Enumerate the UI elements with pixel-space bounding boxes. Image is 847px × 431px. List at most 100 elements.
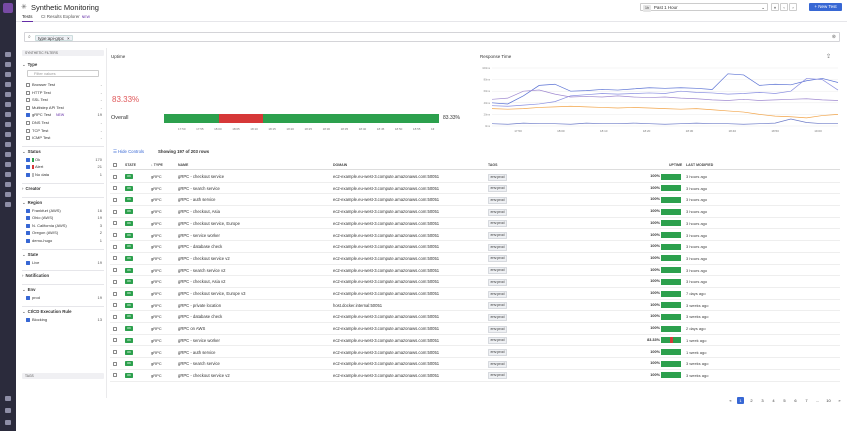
- uptime-mini-bar[interactable]: [661, 220, 681, 227]
- team-icon[interactable]: [5, 408, 11, 413]
- row-checkbox[interactable]: [113, 373, 117, 378]
- row-checkbox[interactable]: [113, 256, 117, 261]
- facet-item[interactable]: Alert 21: [26, 164, 104, 170]
- uptime-mini-bar[interactable]: [661, 232, 681, 238]
- facet-item[interactable]: Ok 170: [26, 157, 104, 163]
- table-row[interactable]: OK gRPC gRPC - search service ec2-example.e…: [110, 358, 840, 370]
- next-page-button[interactable]: »: [838, 398, 841, 403]
- table-row[interactable]: OK gRPC gRPC - search service v2 ec2-exampl…: [110, 265, 840, 277]
- row-checkbox[interactable]: [113, 209, 117, 214]
- page-10[interactable]: 10: [826, 398, 831, 403]
- row-checkbox[interactable]: [113, 291, 117, 296]
- test-name[interactable]: gRPC - auth service: [178, 349, 216, 355]
- tag-chip[interactable]: env:prod: [488, 313, 507, 321]
- table-row[interactable]: OK gRPC gRPC - database check ec2-example.e…: [110, 311, 840, 324]
- export-icon[interactable]: ⇪: [826, 54, 832, 60]
- uptime-mini-bar[interactable]: [661, 302, 681, 309]
- facet-item[interactable]: HTTP Test -: [26, 90, 104, 96]
- facet-checkbox[interactable]: [26, 83, 30, 87]
- facet-checkbox[interactable]: [26, 105, 30, 110]
- tag-chip[interactable]: env:prod: [488, 255, 507, 263]
- tag-chip[interactable]: env:prod: [488, 349, 507, 356]
- table-row[interactable]: OK gRPC gRPC - database check ec2-example.e…: [110, 241, 840, 253]
- test-name[interactable]: gRPC - checkout service, Europe v3: [178, 291, 246, 296]
- apm-icon[interactable]: [5, 132, 11, 137]
- table-row[interactable]: OK gRPC gRPC - auth service ec2-example.eu-…: [110, 347, 840, 359]
- synthetics-icon[interactable]: [5, 192, 11, 197]
- facet-checkbox[interactable]: [26, 136, 30, 141]
- facet-checkbox[interactable]: [26, 317, 30, 322]
- uptime-mini-bar[interactable]: [661, 325, 681, 332]
- tag-chip[interactable]: env:prod: [488, 232, 507, 239]
- table-row[interactable]: OK gRPC gRPC - service worker ec2-example.e…: [110, 335, 840, 347]
- facet-section-env[interactable]: ⌄ Env: [22, 287, 104, 293]
- page-7[interactable]: 7: [805, 398, 808, 403]
- tag-chip[interactable]: env:prod: [488, 290, 507, 298]
- facet-section-region[interactable]: ⌄ Region: [22, 200, 104, 206]
- facet-checkbox[interactable]: [26, 121, 30, 125]
- row-checkbox[interactable]: [113, 303, 117, 308]
- datadog-logo[interactable]: [3, 3, 13, 13]
- uptime-mini-bar[interactable]: [661, 196, 681, 203]
- row-checkbox[interactable]: [113, 338, 117, 343]
- facet-section-state[interactable]: ⌄ State: [22, 252, 104, 258]
- table-row[interactable]: OK gRPC gRPC - checkout service ec2-example…: [110, 171, 840, 183]
- response-series-line-1[interactable]: [491, 73, 839, 105]
- facet-checkbox[interactable]: [26, 90, 30, 95]
- col-name[interactable]: NAME: [178, 163, 189, 167]
- tag-chip[interactable]: env:prod: [488, 302, 507, 310]
- test-name[interactable]: gRPC - auth service: [178, 197, 216, 203]
- facet-item[interactable]: SSL Test -: [26, 97, 104, 103]
- uptime-mini-bar[interactable]: [661, 290, 681, 297]
- notebooks-icon[interactable]: [5, 142, 11, 147]
- test-name[interactable]: gRPC on AWS: [178, 326, 206, 332]
- tab-ci-results-explorer[interactable]: CI Results Explorer NEW: [41, 14, 90, 19]
- row-checkbox[interactable]: [113, 350, 117, 354]
- uptime-segment-alert[interactable]: [219, 114, 263, 123]
- integrations-icon[interactable]: [5, 122, 11, 127]
- test-name[interactable]: gRPC - checkout, Asia: [178, 209, 220, 215]
- test-name[interactable]: gRPC - checkout service, Europe: [178, 220, 240, 226]
- watchdog-icon[interactable]: [5, 62, 11, 67]
- close-icon[interactable]: ×: [67, 35, 70, 41]
- facet-item[interactable]: No data 1: [26, 172, 104, 178]
- test-name[interactable]: gRPC - database check: [178, 314, 223, 320]
- test-name[interactable]: gRPC - service worker: [178, 232, 220, 238]
- facet-checkbox[interactable]: [26, 208, 30, 213]
- facet-checkbox[interactable]: [26, 216, 30, 221]
- row-checkbox[interactable]: [113, 244, 117, 249]
- clear-search-icon[interactable]: ⊗: [831, 34, 836, 40]
- facet-checkbox[interactable]: [26, 165, 30, 170]
- dashboards-icon[interactable]: [5, 82, 11, 87]
- facet-item[interactable]: Live 19: [26, 260, 104, 266]
- facet-checkbox[interactable]: [26, 128, 30, 133]
- facet-item[interactable]: Blocking 13: [26, 317, 104, 323]
- col-domain[interactable]: DOMAIN: [333, 163, 348, 167]
- response-series-line-2[interactable]: [491, 78, 839, 107]
- facet-checkbox[interactable]: [26, 157, 30, 162]
- ux-monitoring-icon[interactable]: [5, 172, 11, 177]
- row-checkbox[interactable]: [113, 361, 117, 366]
- uptime-mini-bar[interactable]: [661, 208, 681, 215]
- facet-checkbox[interactable]: [26, 231, 30, 236]
- infrastructure-icon[interactable]: [5, 92, 11, 97]
- row-checkbox[interactable]: [113, 174, 117, 179]
- test-name[interactable]: gRPC - search service: [178, 185, 220, 191]
- filter-values-input[interactable]: Filter values: [27, 70, 99, 77]
- row-checkbox[interactable]: [113, 279, 117, 284]
- table-row[interactable]: OK gRPC gRPC - checkout service v2 ec2-exam…: [110, 370, 840, 382]
- events-icon[interactable]: [5, 72, 11, 77]
- uptime-segment-ok[interactable]: [164, 114, 219, 123]
- uptime-mini-bar[interactable]: [661, 267, 681, 274]
- row-checkbox[interactable]: [113, 268, 117, 273]
- uptime-mini-bar[interactable]: [661, 372, 681, 379]
- tags-header[interactable]: TAGS: [22, 373, 104, 379]
- facet-item[interactable]: gRPC Test NEW 19: [26, 112, 104, 118]
- facet-item[interactable]: TCP Test -: [26, 128, 104, 134]
- uptime-mini-bar[interactable]: [661, 360, 681, 367]
- new-test-button[interactable]: + New Test: [809, 3, 842, 11]
- tag-chip[interactable]: env:prod: [488, 337, 507, 345]
- facet-section-ci-cd-execution-rule[interactable]: ⌄ CI/CD Execution Rule: [22, 309, 104, 315]
- response-series-line-4[interactable]: [491, 89, 839, 101]
- facets-header[interactable]: SYNTHETIC FILTERS: [22, 50, 104, 56]
